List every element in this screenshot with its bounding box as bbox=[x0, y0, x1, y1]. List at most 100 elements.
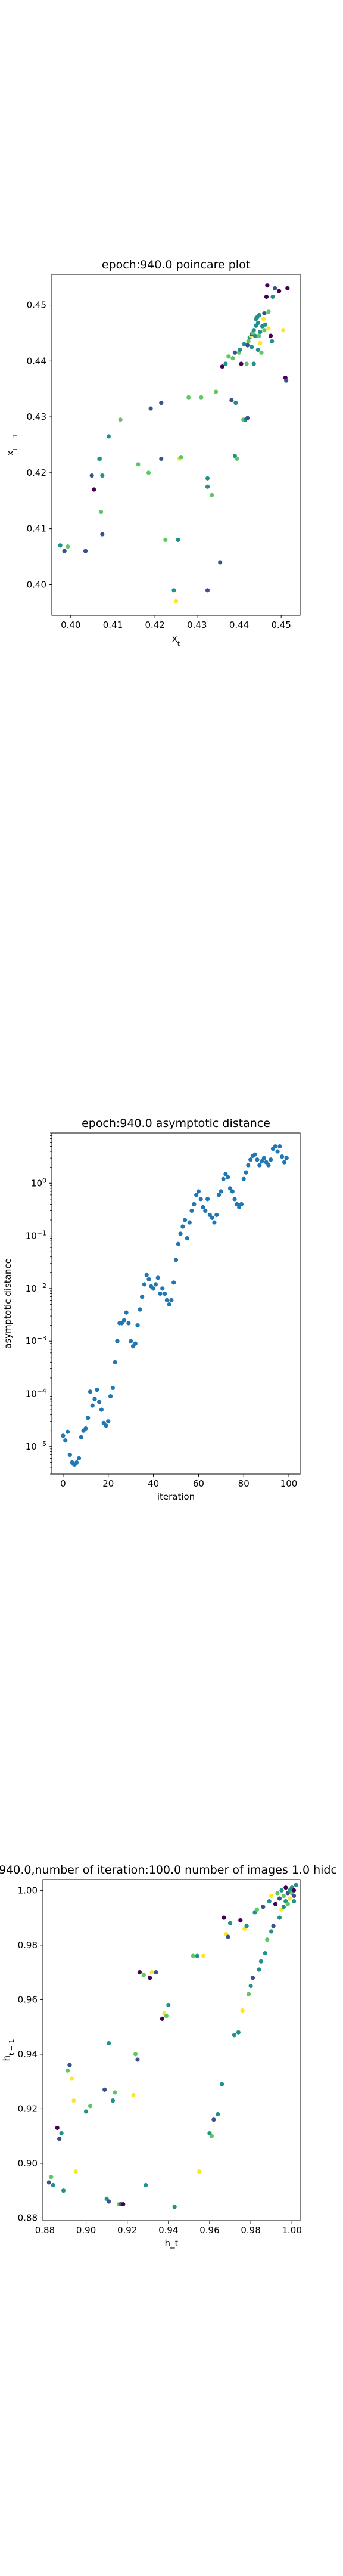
data-point bbox=[232, 350, 238, 355]
data-point bbox=[279, 1888, 284, 1893]
data-point bbox=[226, 354, 231, 359]
data-point bbox=[137, 1970, 142, 1975]
y-axis-label: ht − 1 bbox=[1, 2039, 15, 2061]
data-point bbox=[251, 328, 256, 333]
x-tick-label: 0.42 bbox=[145, 620, 164, 630]
data-point bbox=[83, 549, 88, 553]
data-point bbox=[162, 1291, 167, 1296]
data-point bbox=[46, 2180, 51, 2185]
data-point bbox=[113, 1360, 117, 1364]
data-point bbox=[191, 1953, 195, 1958]
y-tick-label: 0.45 bbox=[27, 300, 46, 311]
data-point bbox=[283, 1885, 288, 1890]
data-point bbox=[239, 1202, 244, 1207]
data-point bbox=[142, 1282, 147, 1287]
data-point bbox=[205, 588, 210, 593]
data-point bbox=[288, 1896, 292, 1901]
y-tick-label: 0.40 bbox=[27, 579, 46, 590]
data-point bbox=[151, 1286, 156, 1291]
data-point bbox=[262, 311, 267, 316]
data-point bbox=[198, 1197, 203, 1202]
data-point bbox=[269, 1893, 274, 1899]
data-point bbox=[88, 1389, 93, 1394]
data-point bbox=[173, 599, 179, 604]
data-point bbox=[140, 1294, 145, 1299]
data-point bbox=[239, 361, 244, 366]
asymptotic-distance-panel: epoch:940.0 asymptotic distance 0 20 40 60 80… bbox=[0, 859, 343, 1546]
x-tick-label: 100 bbox=[280, 1478, 298, 1489]
data-point bbox=[216, 2111, 220, 2117]
data-point bbox=[61, 1433, 66, 1438]
data-point bbox=[269, 1929, 274, 1934]
data-point bbox=[73, 2169, 78, 2174]
data-point bbox=[180, 1224, 185, 1229]
data-point bbox=[227, 1186, 233, 1191]
data-point bbox=[115, 1339, 120, 1343]
data-point bbox=[59, 2131, 64, 2136]
data-point bbox=[235, 1202, 239, 1207]
data-point bbox=[245, 343, 250, 348]
data-point bbox=[232, 2033, 237, 2038]
data-point bbox=[167, 1302, 172, 1307]
data-point bbox=[67, 2063, 72, 2067]
x-tick-label: 0.94 bbox=[158, 2225, 178, 2236]
data-point bbox=[246, 1163, 251, 1168]
data-point bbox=[248, 1157, 253, 1162]
data-point bbox=[264, 1160, 269, 1165]
data-point bbox=[212, 1220, 217, 1225]
data-point bbox=[160, 1286, 165, 1291]
data-point bbox=[241, 1176, 246, 1181]
y-tick-label: 0.41 bbox=[27, 524, 46, 534]
data-point bbox=[238, 347, 242, 352]
data-point bbox=[95, 1387, 99, 1392]
data-point bbox=[267, 1899, 272, 1904]
data-point bbox=[133, 2052, 138, 2057]
data-point bbox=[210, 1215, 214, 1220]
data-point bbox=[205, 1197, 210, 1202]
data-point bbox=[58, 543, 63, 548]
data-point bbox=[216, 1193, 222, 1197]
data-point bbox=[255, 347, 260, 352]
data-point bbox=[51, 2182, 55, 2188]
data-point bbox=[63, 1438, 68, 1443]
y-tick-label: 1.00 bbox=[18, 1885, 38, 1896]
data-point bbox=[106, 2041, 111, 2046]
data-point bbox=[110, 2098, 116, 2103]
data-point bbox=[83, 2109, 89, 2114]
data-point bbox=[294, 1883, 298, 1887]
data-point bbox=[183, 1218, 188, 1222]
data-point bbox=[233, 401, 238, 405]
data-point bbox=[261, 317, 266, 321]
data-point bbox=[76, 1456, 82, 1461]
data-point bbox=[265, 1937, 270, 1942]
x-tick-label: 0.41 bbox=[103, 620, 123, 630]
data-point bbox=[223, 361, 228, 366]
data-point bbox=[66, 544, 70, 549]
data-point bbox=[244, 361, 249, 366]
y-tick-label: 0.98 bbox=[18, 1940, 38, 1950]
data-point bbox=[230, 356, 235, 361]
data-point bbox=[172, 588, 176, 593]
data-point bbox=[158, 1291, 163, 1296]
data-point bbox=[220, 2082, 224, 2086]
data-point bbox=[266, 326, 271, 331]
data-point bbox=[179, 455, 183, 460]
data-point bbox=[223, 1172, 228, 1176]
data-point bbox=[86, 1416, 91, 1420]
x-tick-label: 0.45 bbox=[271, 620, 291, 630]
data-point bbox=[266, 309, 271, 314]
plot-frame bbox=[51, 1132, 301, 1475]
data-point bbox=[136, 462, 141, 467]
data-point bbox=[292, 1893, 297, 1899]
data-point bbox=[263, 1950, 267, 1956]
data-point bbox=[265, 283, 270, 288]
y-tick-label: 0.94 bbox=[18, 2049, 38, 2060]
data-point bbox=[258, 329, 263, 335]
y-tick-label: 0.43 bbox=[27, 411, 46, 422]
y-tick-label: 10−1 bbox=[26, 1229, 46, 1241]
x-axis-label: xt bbox=[172, 633, 180, 648]
data-point bbox=[292, 1899, 297, 1904]
hidden-state-plot-panel: 940.0,number of iteration:100.0 number o… bbox=[0, 1717, 343, 2404]
y-tick-label: 10−4 bbox=[26, 1387, 46, 1400]
data-point bbox=[244, 1170, 248, 1175]
